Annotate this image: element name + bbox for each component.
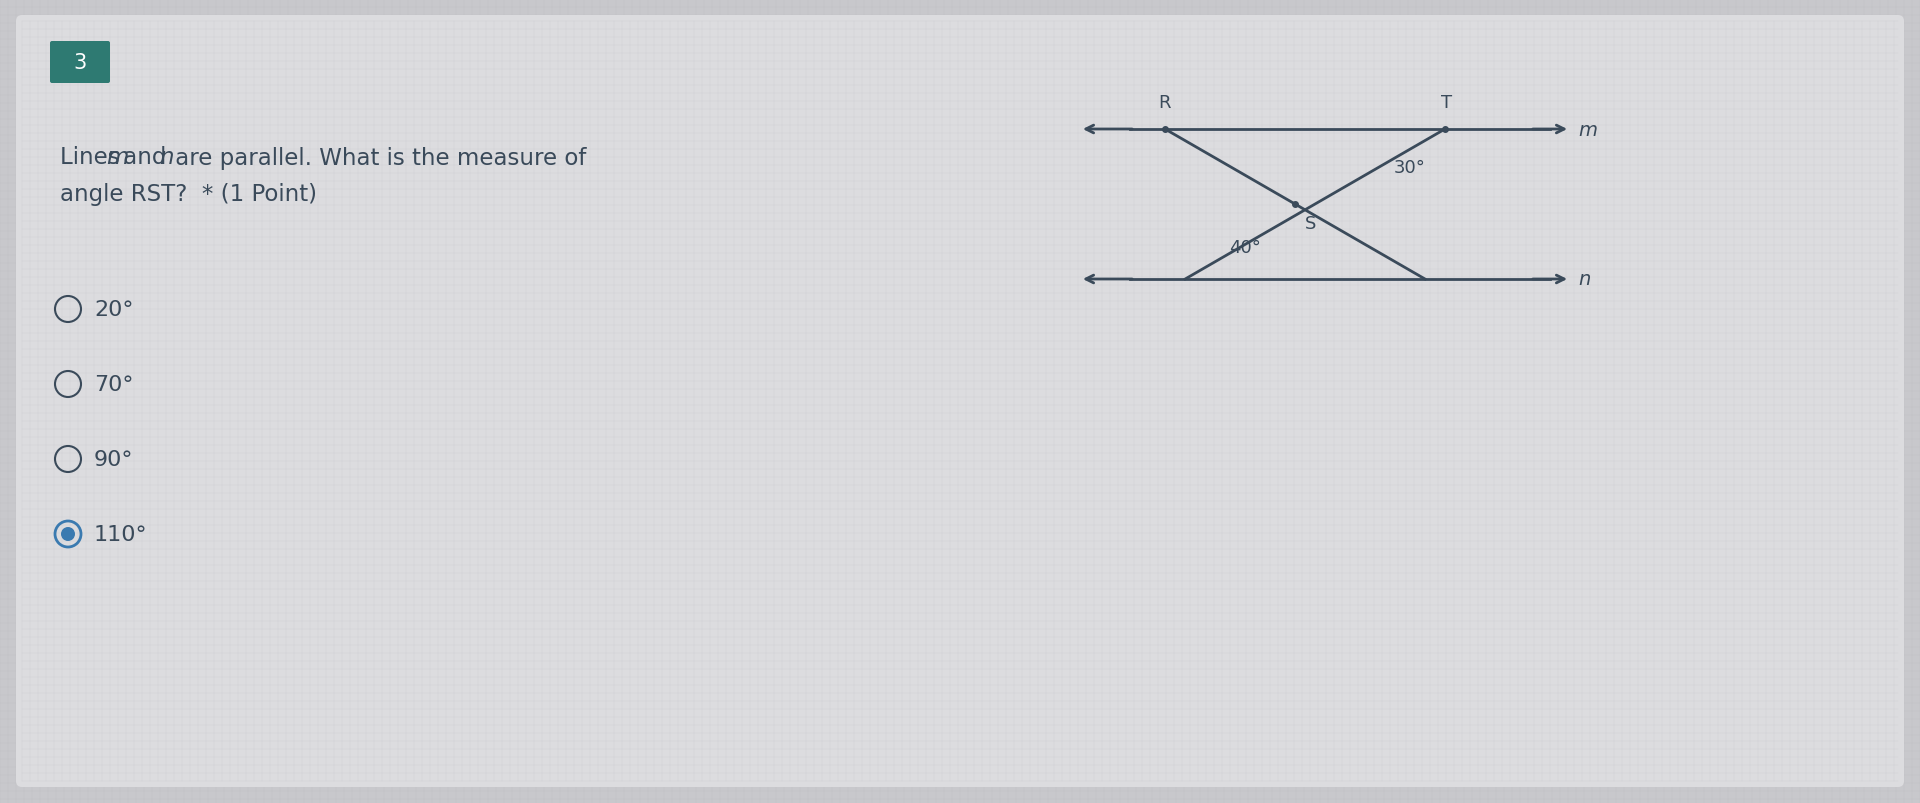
Circle shape xyxy=(61,528,75,541)
Text: 3: 3 xyxy=(73,53,86,73)
Text: 70°: 70° xyxy=(94,374,134,394)
Text: T: T xyxy=(1442,94,1453,112)
Text: m: m xyxy=(1578,120,1597,140)
Text: Lines: Lines xyxy=(60,146,127,169)
Text: 90°: 90° xyxy=(94,450,134,470)
Text: m: m xyxy=(106,146,129,169)
Text: 20°: 20° xyxy=(94,300,134,320)
Text: 30°: 30° xyxy=(1394,159,1427,177)
FancyBboxPatch shape xyxy=(15,16,1905,787)
Text: angle RST?  * (1 Point): angle RST? * (1 Point) xyxy=(60,183,317,206)
Text: n: n xyxy=(159,146,173,169)
FancyBboxPatch shape xyxy=(50,42,109,84)
Text: n: n xyxy=(1578,270,1590,289)
Text: and: and xyxy=(115,146,173,169)
Text: 40°: 40° xyxy=(1229,238,1261,257)
Text: 110°: 110° xyxy=(94,524,148,544)
Text: are parallel. What is the measure of: are parallel. What is the measure of xyxy=(169,146,586,169)
Text: S: S xyxy=(1306,214,1317,233)
Text: R: R xyxy=(1160,94,1171,112)
